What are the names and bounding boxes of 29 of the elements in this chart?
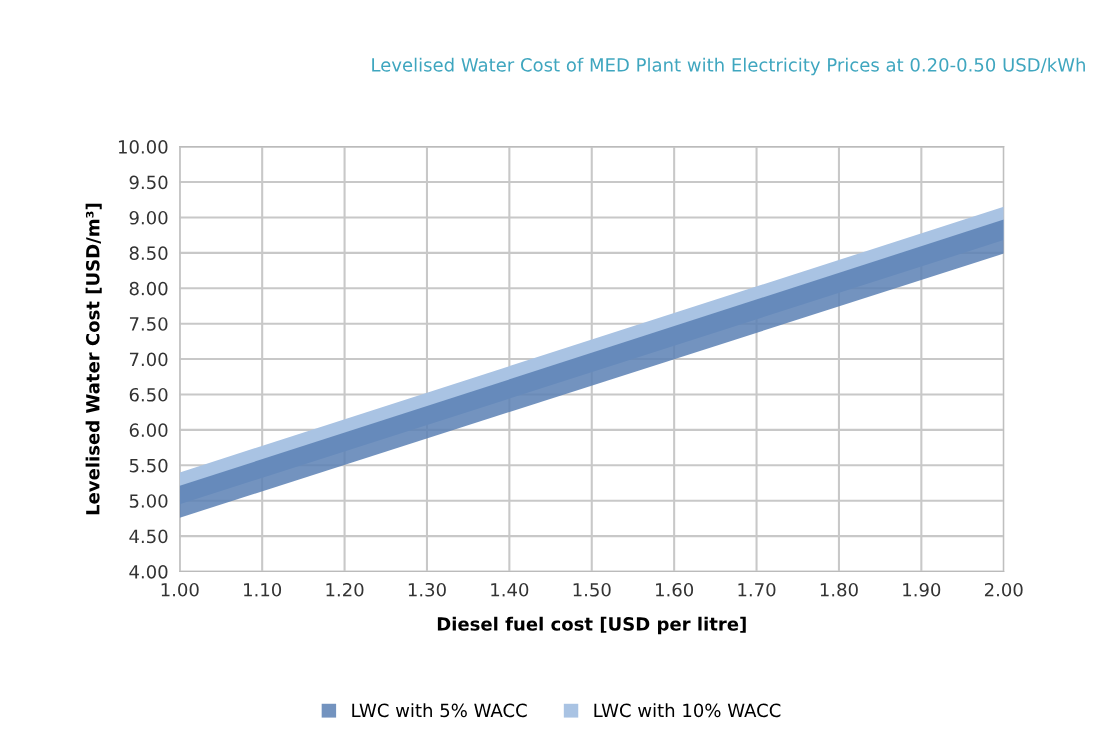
x-tick-label: 1.60 <box>656 582 694 597</box>
y-tick-label: 6.00 <box>129 423 168 438</box>
x-tick-label: 1.40 <box>491 582 529 597</box>
y-tick-label: 9.00 <box>129 210 168 225</box>
y-tick-label: 8.50 <box>129 246 168 260</box>
x-tick-label: 1.80 <box>820 582 858 597</box>
x-tick-label: 1.90 <box>903 582 941 597</box>
legend-label: LWC with 10% WACC <box>594 703 781 718</box>
y-tick-label: 6.50 <box>129 387 168 402</box>
y-axis-title: Levelised Water Cost [USD/m³] <box>85 203 102 515</box>
x-tick-label: 2.00 <box>984 582 1023 597</box>
x-tick-label: 1.30 <box>408 582 446 597</box>
legend-label: LWC with 5% WACC <box>352 703 527 718</box>
y-tick-label: 5.50 <box>129 458 168 473</box>
chart-title: Levelised Water Cost of MED Plant with Electricity Prices at 0.20-0.50 USD/kWh <box>372 57 1085 76</box>
y-tick-label: 8.00 <box>129 281 168 296</box>
x-tick-label: 1.70 <box>738 582 776 597</box>
y-tick-label: 7.50 <box>129 317 168 331</box>
x-tick-label: 1.10 <box>244 582 282 597</box>
x-axis-title: Diesel fuel cost [USD per litre] <box>437 616 746 635</box>
y-tick-label: 4.50 <box>129 529 168 544</box>
x-tick-label: 1.00 <box>161 582 199 597</box>
y-tick-label: 4.00 <box>129 564 168 579</box>
y-tick-label: 7.00 <box>129 352 168 367</box>
x-tick-label: 1.50 <box>573 582 611 597</box>
y-tick-label: 10.00 <box>118 140 168 154</box>
x-tick-label: 1.20 <box>326 582 364 597</box>
y-tick-label: 5.00 <box>129 494 168 508</box>
y-tick-label: 9.50 <box>129 175 168 190</box>
